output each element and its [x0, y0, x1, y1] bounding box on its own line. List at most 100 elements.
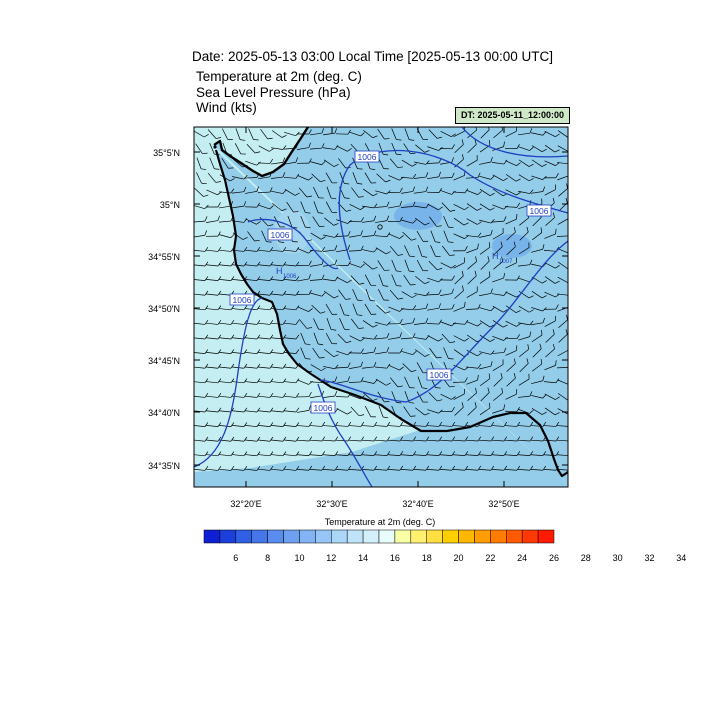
wind-barb [492, 320, 508, 328]
wind-barb [283, 363, 300, 369]
wind-barb [231, 261, 248, 267]
lat-label: 34°50'N [148, 304, 180, 314]
frame-ticks [194, 127, 568, 487]
wind-barb [362, 247, 378, 253]
wind-barb [271, 157, 286, 165]
wind-barb [207, 129, 222, 139]
wind-barb [454, 402, 464, 416]
wind-barb [205, 202, 221, 208]
wind-barb [257, 378, 274, 384]
wind-barb [363, 129, 378, 139]
wind-barb [543, 436, 560, 442]
wind-barb [544, 130, 560, 138]
wind-barb [492, 272, 505, 283]
wind-barb [375, 378, 391, 386]
wind-barb [375, 321, 391, 326]
wind-barb [479, 334, 495, 342]
isobar-northeast [461, 127, 568, 158]
wind-barb [222, 142, 233, 156]
wind-barb [518, 146, 534, 151]
wind-barb [440, 190, 456, 195]
wind-barb [364, 172, 377, 184]
wind-barb [325, 303, 338, 315]
wind-barb [518, 305, 534, 313]
wind-barb [557, 344, 568, 357]
wind-barb [401, 219, 417, 224]
wind-barb [491, 421, 508, 427]
wind-barb [244, 393, 261, 398]
wind-barb [517, 451, 534, 456]
wind-barb [517, 391, 533, 398]
wind-barb [348, 217, 364, 223]
wind-barb [260, 128, 273, 140]
wind-barb [479, 373, 491, 387]
colorbar-title: Temperature at 2m (deg. C) [324, 517, 436, 527]
wind-barb [506, 227, 516, 241]
wind-barb [298, 362, 313, 373]
wind-barb [518, 259, 533, 267]
wind-barb [205, 349, 222, 354]
wind-barb [349, 361, 363, 369]
wind-barb [414, 186, 429, 194]
wind-barb [218, 261, 235, 267]
wind-barb [519, 344, 530, 358]
wind-barb [427, 203, 443, 211]
wind-barb [506, 241, 516, 256]
wind-barb [518, 159, 534, 167]
isobar-southwest [194, 297, 263, 468]
wind-barb [453, 335, 469, 342]
wind-barb [428, 129, 443, 139]
wind-barb [348, 245, 364, 252]
wind-barb [389, 158, 403, 169]
wind-barb [544, 262, 560, 269]
svg-text:1006: 1006 [530, 206, 549, 216]
wind-barb [492, 141, 505, 151]
cool-area-north [394, 202, 442, 230]
wind-barb [362, 347, 377, 355]
wind-barb [361, 436, 378, 442]
wind-barb [466, 155, 478, 167]
colorbar-tick-label: 20 [454, 553, 464, 563]
city-marker [377, 224, 383, 230]
wind-barb [479, 242, 491, 255]
wind-barb [335, 465, 352, 471]
wind-barb [298, 318, 312, 329]
wind-barb [530, 436, 547, 442]
isobar-label: 1006 [310, 401, 336, 414]
isobar-label: 1006 [354, 150, 380, 163]
wind-barb [235, 128, 246, 141]
wind-barb [531, 317, 545, 326]
colorbar-tick-label: 30 [613, 553, 623, 563]
wind-barb [543, 304, 559, 310]
wind-barb [532, 358, 543, 372]
wind-barb [467, 402, 477, 416]
wind-barb [336, 408, 352, 415]
wind-barb [465, 172, 481, 179]
wind-barb [310, 232, 326, 240]
wind-barb [231, 349, 248, 354]
wind-barb [362, 215, 377, 223]
wind-barb [283, 393, 300, 398]
lat-label: 35°N [160, 200, 180, 210]
wind-barb [440, 130, 456, 138]
wind-barb [532, 343, 542, 358]
wind-barb [517, 421, 534, 427]
wind-barb [283, 466, 300, 471]
wind-barb [244, 407, 261, 413]
wind-barb [218, 393, 235, 398]
wind-barb [284, 189, 300, 196]
wind-barb [244, 422, 261, 427]
wind-barb [465, 363, 482, 369]
colorbar-swatch [362, 529, 380, 544]
wind-barb [244, 466, 261, 471]
wind-barb [479, 219, 495, 224]
wind-barb [413, 421, 430, 427]
wind-barb [209, 157, 220, 170]
wind-barb [194, 290, 209, 296]
wind-barb [335, 421, 352, 427]
wind-barb [557, 175, 568, 181]
wind-barb [270, 393, 287, 398]
wind-barb [325, 332, 338, 345]
wind-barb [414, 291, 430, 297]
wind-barb [352, 157, 363, 170]
